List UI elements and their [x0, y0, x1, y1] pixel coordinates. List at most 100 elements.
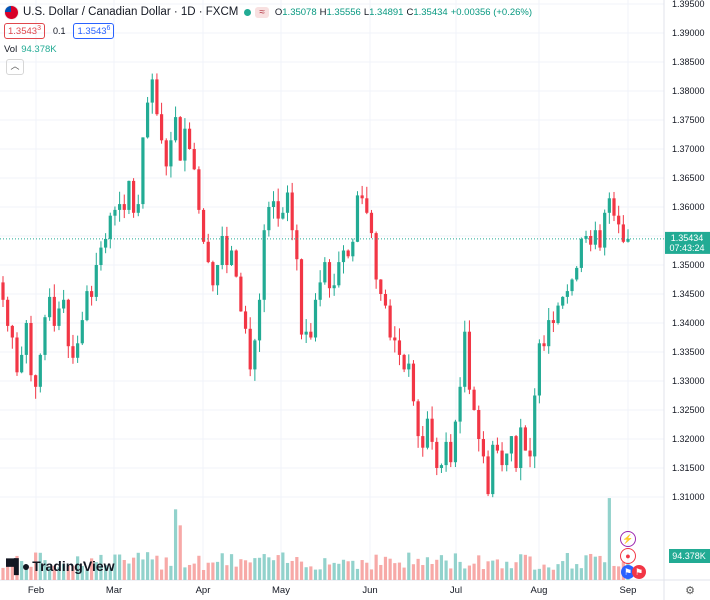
candle-body: [173, 117, 178, 141]
volume-legend[interactable]: Vol 94.378K: [4, 44, 57, 55]
volume-bar: [500, 568, 504, 580]
countdown-label: 07:43:24: [669, 243, 704, 253]
volume-bar: [243, 560, 248, 580]
candle-body: [561, 296, 565, 306]
candle-body: [593, 230, 597, 245]
volume-bar: [201, 569, 206, 580]
tradingview-logo[interactable]: ▀▌● TradingView: [6, 558, 115, 574]
volume-bar: [523, 554, 527, 580]
volume-bar: [379, 564, 383, 580]
candle-body: [206, 241, 210, 263]
volume-bar: [565, 553, 569, 580]
volume-bar: [187, 564, 192, 580]
close-label: C: [406, 6, 414, 18]
candle-body: [589, 236, 593, 245]
collapse-legend-button[interactable]: ︿: [6, 59, 24, 75]
candle-body: [271, 201, 276, 207]
volume-bar: [211, 562, 215, 580]
cad-flag-icon[interactable]: ⚑: [632, 565, 646, 579]
gear-icon[interactable]: ⚙: [685, 585, 695, 597]
candle-body: [178, 117, 182, 161]
candle-body: [537, 343, 541, 396]
candle-body: [76, 343, 80, 358]
usd-flag-icon[interactable]: ⚑: [621, 565, 635, 579]
candle-body: [257, 299, 262, 341]
volume-bar: [85, 569, 89, 580]
approx-icon[interactable]: ≈: [255, 6, 269, 18]
symbol-title[interactable]: U.S. Dollar / Canadian Dollar · 1D · FXC…: [23, 6, 239, 18]
volume-bar: [374, 554, 378, 580]
sell-button[interactable]: 1.35433: [4, 23, 45, 40]
buy-button[interactable]: 1.35436: [73, 23, 115, 40]
volume-bar: [6, 560, 10, 580]
volume-bar: [486, 561, 490, 580]
volume-bar: [355, 568, 360, 580]
volume-bar: [215, 561, 220, 580]
candle-body: [285, 192, 290, 213]
candle-body: [80, 320, 84, 344]
candle-body: [393, 337, 397, 341]
volume-bar: [62, 563, 66, 580]
time-tick-label: Mar: [106, 585, 122, 596]
volume-bar: [491, 560, 495, 580]
candle-body: [458, 386, 462, 422]
volume-bar: [145, 552, 150, 580]
candle-body: [397, 340, 402, 355]
symbol-header[interactable]: U.S. Dollar / Canadian Dollar · 1D · FXC…: [4, 4, 532, 20]
candle-body: [187, 128, 192, 149]
candle-body: [276, 201, 280, 219]
candle-body: [150, 79, 154, 103]
volume-bar: [449, 568, 453, 580]
volume-bar: [118, 554, 122, 580]
candle-body: [201, 209, 206, 242]
volume-bar: [327, 564, 332, 580]
volume-bar: [617, 566, 621, 580]
candle-body: [6, 299, 10, 326]
candle-body: [617, 215, 621, 225]
candle-body: [351, 241, 355, 257]
volume-bar: [551, 569, 555, 580]
volume-bar: [155, 555, 159, 580]
volume-bar: [48, 566, 52, 580]
volume-bar: [136, 552, 140, 580]
candle-body: [533, 395, 537, 457]
volume-bar: [239, 559, 243, 580]
volume-bar: [467, 565, 472, 580]
volume-bar: [561, 561, 565, 580]
candle-body: [66, 299, 70, 347]
volume-bar: [52, 565, 56, 580]
candle-body: [309, 331, 313, 338]
candle-body: [327, 262, 332, 289]
candle-body: [383, 294, 388, 306]
volume-bar: [159, 569, 164, 580]
candle-body: [365, 198, 369, 213]
volume-bar: [575, 564, 579, 580]
volume-bar: [276, 555, 280, 580]
price-tick-label: 1.36000: [672, 202, 705, 212]
volume-bar: [127, 563, 131, 580]
dividend-icon[interactable]: ●: [620, 548, 636, 564]
volume-bar: [458, 561, 462, 580]
candle-body: [575, 267, 579, 280]
volume-bar: [472, 563, 476, 580]
candle-body: [253, 340, 257, 370]
price-tick-label: 1.38000: [672, 86, 705, 96]
candle-body: [421, 436, 425, 448]
candle-body: [374, 233, 378, 280]
candle-body: [15, 337, 19, 373]
volume-bar: [439, 555, 444, 580]
volume-bar: [589, 553, 593, 580]
volume-bar: [253, 558, 257, 580]
price-tick-label: 1.31500: [672, 463, 705, 473]
volume-bar: [71, 565, 75, 580]
open-label: O: [274, 6, 283, 18]
volume-bar: [304, 567, 308, 580]
candle-body: [463, 331, 467, 387]
candle-body: [519, 427, 523, 468]
price-tick-label: 1.34500: [672, 289, 705, 299]
brand-name: TradingView: [32, 558, 115, 574]
volume-bar: [76, 556, 80, 580]
price-tick-label: 1.35000: [672, 260, 705, 270]
lightning-icon[interactable]: ⚡: [620, 531, 636, 547]
